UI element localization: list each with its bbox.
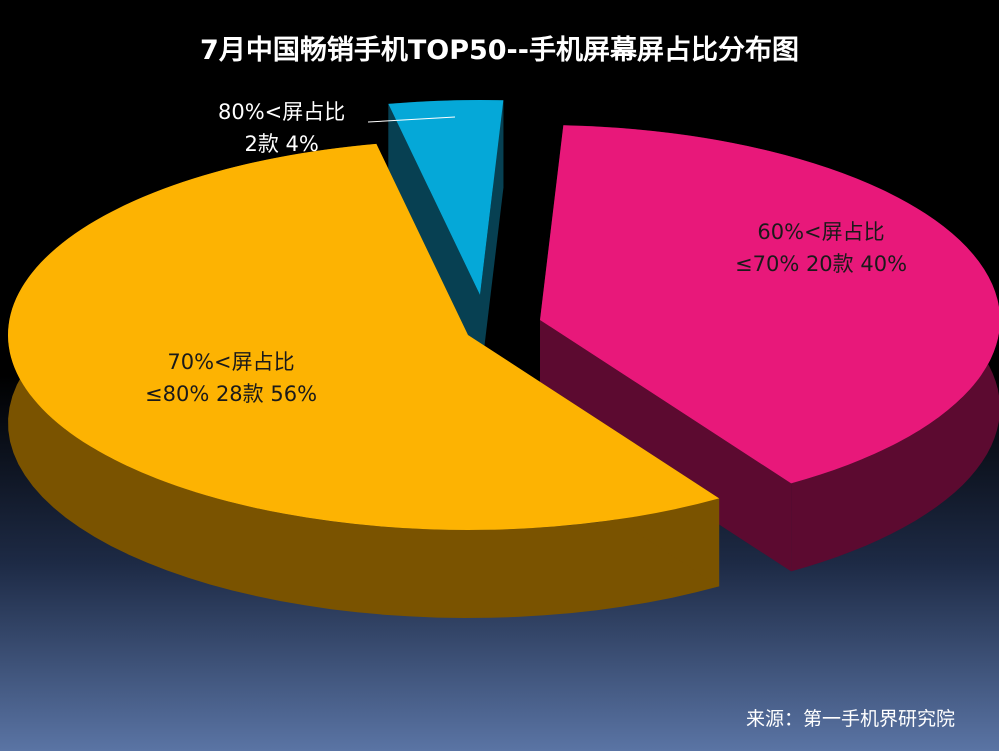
slice-label-line2: ≤70% 20款 40%	[735, 252, 908, 276]
leader-line	[367, 116, 456, 123]
pie-slice-1	[8, 143, 720, 530]
slice-label-70-80: 70%<屏占比 ≤80% 28款 56%	[145, 346, 317, 410]
slice-label-line1: 60%<屏占比	[757, 220, 885, 244]
pie-slice-2	[388, 99, 504, 295]
pie-slice-0	[540, 125, 999, 484]
slice-label-line1: 80%<屏占比	[218, 100, 346, 124]
slice-label-80-plus: 80%<屏占比 2款 4%	[218, 96, 345, 160]
chart-title: 7月中国畅销手机TOP50--手机屏幕屏占比分布图	[200, 35, 799, 66]
slice-label-line2: 2款 4%	[244, 132, 319, 156]
slice-label-line1: 70%<屏占比	[167, 350, 295, 374]
pie-slice-wall	[480, 100, 504, 383]
slice-label-60-70: 60%<屏占比 ≤70% 20款 40%	[735, 216, 907, 280]
source-note: 来源：第一手机界研究院	[745, 708, 955, 730]
pie-slice-wall	[540, 320, 792, 572]
slice-label-line2: ≤80% 28款 56%	[145, 382, 318, 406]
